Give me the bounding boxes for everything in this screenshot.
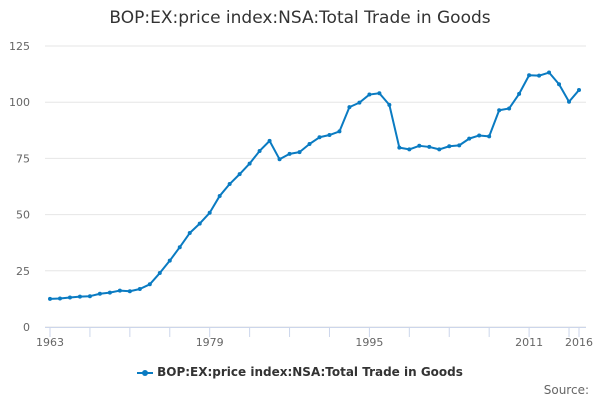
- data-point: [447, 144, 452, 149]
- data-point: [257, 148, 262, 153]
- legend-swatch: [137, 369, 154, 376]
- x-tick-label: 1979: [196, 336, 224, 349]
- data-point: [227, 182, 232, 187]
- data-point: [297, 150, 302, 155]
- data-point: [577, 88, 581, 93]
- x-tick-label: 1963: [36, 336, 64, 349]
- data-point: [277, 157, 282, 162]
- data-point: [237, 172, 242, 177]
- data-point: [417, 143, 422, 148]
- y-tick-label: 25: [16, 265, 30, 278]
- data-point: [477, 133, 482, 138]
- data-point: [48, 296, 52, 301]
- data-point: [117, 288, 122, 293]
- data-point: [327, 133, 332, 138]
- data-point: [107, 290, 112, 295]
- data-point: [307, 142, 312, 147]
- chart-title: BOP:EX:price index:NSA:Total Trade in Go…: [109, 8, 491, 28]
- data-point: [197, 221, 202, 226]
- y-tick-label: 50: [16, 209, 30, 222]
- data-point: [437, 147, 442, 152]
- data-point: [507, 106, 512, 111]
- data-point: [207, 210, 212, 215]
- data-point: [497, 108, 502, 113]
- data-point: [487, 134, 492, 139]
- data-point: [87, 294, 92, 299]
- data-point: [427, 144, 432, 149]
- data-point: [377, 91, 382, 96]
- data-point: [267, 138, 272, 143]
- data-point: [537, 73, 542, 78]
- data-point: [97, 291, 102, 296]
- data-point: [137, 287, 142, 292]
- data-point: [77, 294, 82, 299]
- legend-label: BOP:EX:price index:NSA:Total Trade in Go…: [157, 365, 463, 379]
- data-point: [247, 161, 252, 166]
- data-point: [167, 258, 172, 263]
- x-tick-label: 2016: [565, 336, 593, 349]
- data-point: [287, 151, 292, 156]
- data-point: [557, 82, 562, 87]
- x-tick-label: 1995: [355, 336, 383, 349]
- y-tick-label: 125: [9, 40, 30, 53]
- data-point: [157, 271, 162, 276]
- series-line: [49, 71, 580, 300]
- data-point: [147, 282, 152, 287]
- y-tick-label: 0: [23, 321, 30, 334]
- data-point: [127, 289, 132, 294]
- data-point: [57, 296, 62, 301]
- data-point: [517, 91, 522, 96]
- data-point: [357, 100, 362, 105]
- y-tick-label: 75: [16, 152, 30, 165]
- data-point: [387, 102, 392, 107]
- y-tick-label: 100: [9, 96, 30, 109]
- data-point: [467, 136, 472, 141]
- source-label: Source:: [543, 383, 589, 397]
- legend-item[interactable]: BOP:EX:price index:NSA:Total Trade in Go…: [0, 365, 600, 379]
- data-point: [567, 99, 572, 104]
- x-tick-label: 2011: [515, 336, 543, 349]
- data-point: [217, 193, 222, 198]
- data-point: [67, 295, 72, 300]
- data-point: [347, 105, 352, 110]
- data-point: [177, 245, 182, 250]
- data-point: [337, 129, 342, 134]
- data-point: [547, 70, 552, 75]
- data-point: [367, 92, 372, 97]
- data-point: [527, 73, 532, 78]
- data-point: [457, 143, 462, 148]
- data-point: [407, 147, 412, 152]
- data-point: [317, 135, 322, 140]
- data-point: [397, 145, 402, 150]
- data-point: [187, 231, 192, 236]
